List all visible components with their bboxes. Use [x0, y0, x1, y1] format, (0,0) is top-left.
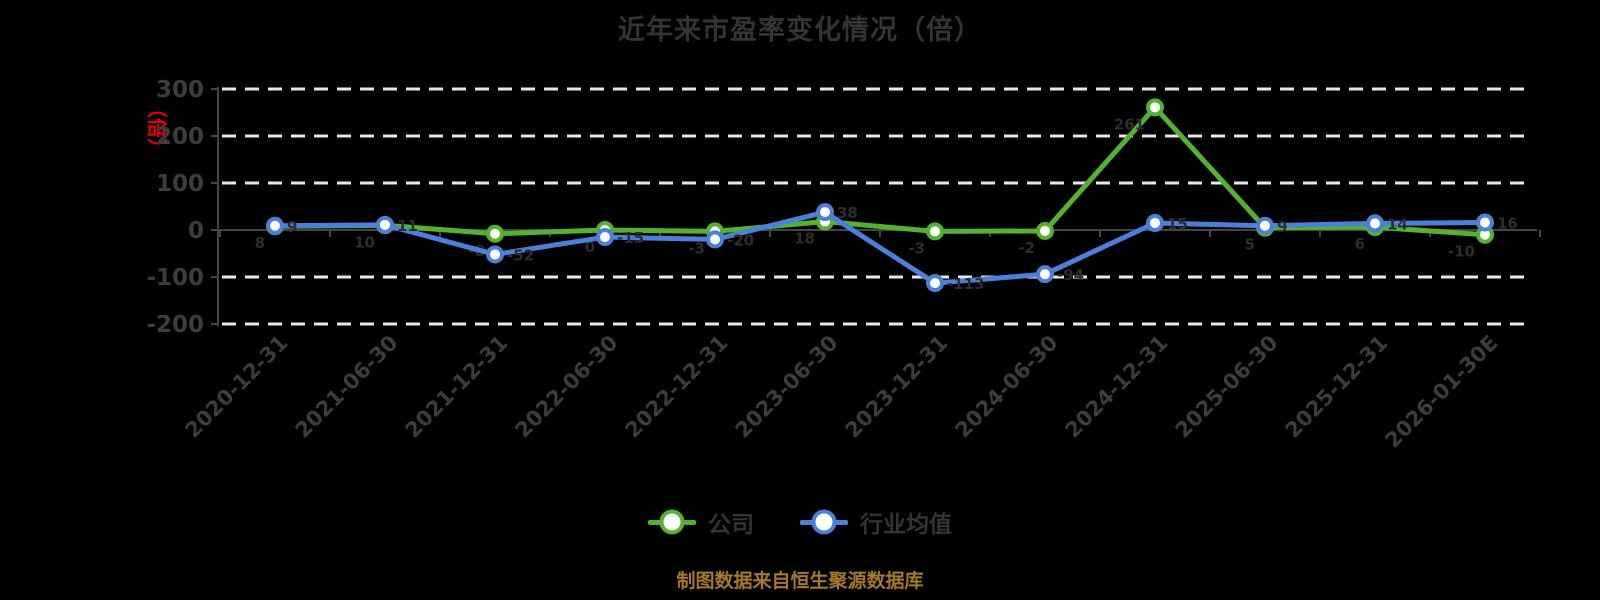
industry-data-point-marker[interactable] [486, 245, 504, 264]
industry-data-point-marker[interactable] [706, 230, 724, 249]
x-tick-label: 2020-12-31 [181, 331, 293, 443]
y-tick-label: 0 [188, 218, 204, 244]
industry-data-point-marker[interactable] [1256, 216, 1274, 235]
industry-line [272, 209, 1488, 286]
industry-data-point-marker[interactable] [266, 216, 284, 235]
company-data-point-marker[interactable] [1146, 98, 1164, 117]
x-tick-label: 2021-12-31 [401, 331, 513, 443]
company-point-label: 18 [794, 230, 815, 248]
company-point-label: 10 [354, 233, 375, 251]
x-tick-label: 2022-12-31 [621, 331, 733, 443]
industry-data-point-marker[interactable] [1036, 265, 1054, 284]
company-data-point-marker[interactable] [926, 222, 944, 241]
chart-legend: 公司 行业均值 [0, 505, 1600, 539]
y-tick-label: 300 [156, 77, 204, 103]
industry-data-point-marker[interactable] [1146, 213, 1164, 232]
industry-data-point-marker[interactable] [816, 203, 834, 222]
industry-line-marker-icon [800, 509, 848, 535]
industry-point-label: 14 [1387, 215, 1408, 233]
x-tick-label: 2023-06-30 [731, 331, 843, 443]
y-tick-label: -200 [146, 312, 204, 338]
y-tick-label: -100 [146, 265, 204, 291]
company-data-point-marker[interactable] [1036, 221, 1054, 240]
source-note: 制图数据来自恒生聚源数据库 [676, 570, 924, 592]
x-tick-label: 2022-06-30 [511, 331, 623, 443]
company-line [272, 104, 1488, 238]
industry-data-point-marker[interactable] [376, 215, 394, 234]
x-tick-label: 2021-06-30 [291, 331, 403, 443]
company-point-label: -2 [1018, 239, 1035, 257]
x-tick-label: 2024-12-31 [1061, 331, 1173, 443]
x-tick-label: 2026-01-30E [1380, 331, 1502, 453]
chart-title: 近年来市盈率变化情况（倍） [618, 15, 982, 46]
industry-point-label: -113 [947, 275, 985, 293]
x-tick-label: 2025-12-31 [1281, 331, 1393, 443]
industry-data-point-marker[interactable] [1476, 213, 1494, 232]
company-point-label: 261 [1114, 115, 1145, 133]
industry-point-label: 38 [837, 204, 858, 222]
company-point-label: 8 [255, 234, 265, 252]
industry-point-label: -15 [617, 229, 644, 247]
industry-point-label: -94 [1057, 266, 1084, 284]
y-tick-label: 100 [156, 171, 204, 197]
industry-point-label: 15 [1167, 215, 1188, 233]
legend-item-company[interactable]: 公司 [648, 505, 754, 539]
industry-data-point-marker[interactable] [926, 274, 944, 293]
company-point-label: -3 [908, 239, 925, 257]
industry-point-label: -20 [727, 231, 754, 249]
x-tick-label: 2024-06-30 [951, 331, 1063, 443]
x-tick-label: 2023-12-31 [841, 331, 953, 443]
industry-point-label: -52 [507, 246, 534, 264]
company-point-label: 0 [585, 238, 595, 256]
legend-item-industry[interactable]: 行业均值 [800, 505, 952, 539]
company-line-marker-icon [648, 509, 696, 535]
company-point-label: 5 [1245, 236, 1255, 254]
industry-point-label: 9 [287, 218, 297, 236]
legend-label-company: 公司 [708, 512, 754, 538]
y-tick-label: 200 [156, 124, 204, 150]
industry-point-label: 16 [1497, 214, 1518, 232]
company-data-point-marker[interactable] [486, 224, 504, 243]
industry-data-point-marker[interactable] [596, 228, 614, 247]
x-tick-label: 2025-06-30 [1171, 331, 1283, 443]
industry-data-point-marker[interactable] [1366, 214, 1384, 233]
industry-point-label: 11 [397, 217, 418, 235]
industry-point-label: 9 [1277, 218, 1287, 236]
legend-label-industry: 行业均值 [860, 512, 952, 538]
company-point-label: -10 [1448, 243, 1475, 261]
company-point-label: 6 [1355, 235, 1365, 253]
company-point-label: -3 [688, 239, 705, 257]
